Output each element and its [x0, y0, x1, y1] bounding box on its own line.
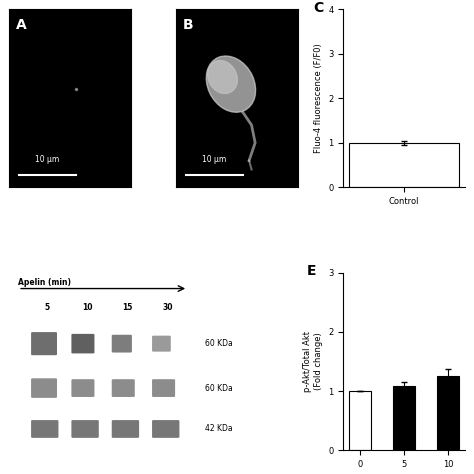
- Text: Apelin (min): Apelin (min): [18, 278, 71, 287]
- Bar: [349, 391, 371, 450]
- Text: 30: 30: [163, 303, 173, 312]
- Bar: [349, 143, 459, 187]
- FancyBboxPatch shape: [72, 334, 94, 354]
- FancyBboxPatch shape: [112, 379, 135, 397]
- FancyBboxPatch shape: [152, 379, 175, 397]
- FancyBboxPatch shape: [72, 420, 99, 438]
- FancyBboxPatch shape: [31, 378, 57, 398]
- Ellipse shape: [208, 61, 237, 93]
- FancyBboxPatch shape: [31, 332, 57, 355]
- FancyBboxPatch shape: [112, 335, 132, 353]
- FancyBboxPatch shape: [152, 336, 171, 352]
- Text: B: B: [182, 18, 193, 32]
- FancyBboxPatch shape: [31, 420, 58, 438]
- Text: 15: 15: [122, 303, 133, 312]
- Bar: [437, 376, 459, 450]
- Text: 5: 5: [45, 303, 49, 312]
- Text: 60 KDa: 60 KDa: [205, 339, 233, 348]
- Y-axis label: Fluo-4 fluorescence (F/F0): Fluo-4 fluorescence (F/F0): [314, 44, 323, 153]
- Text: A: A: [16, 18, 26, 32]
- Text: 42 KDa: 42 KDa: [205, 425, 233, 433]
- FancyBboxPatch shape: [112, 420, 139, 438]
- Y-axis label: p-Akt/Total Akt
(Fold change): p-Akt/Total Akt (Fold change): [303, 331, 323, 392]
- Text: 60 KDa: 60 KDa: [205, 383, 233, 392]
- Text: C: C: [313, 0, 323, 15]
- Text: 10: 10: [82, 303, 92, 312]
- FancyBboxPatch shape: [152, 420, 180, 438]
- FancyBboxPatch shape: [72, 379, 94, 397]
- Text: E: E: [307, 264, 317, 278]
- Text: 10 μm: 10 μm: [202, 155, 226, 164]
- Text: 10 μm: 10 μm: [35, 155, 59, 164]
- Ellipse shape: [206, 56, 255, 112]
- Bar: [393, 386, 415, 450]
